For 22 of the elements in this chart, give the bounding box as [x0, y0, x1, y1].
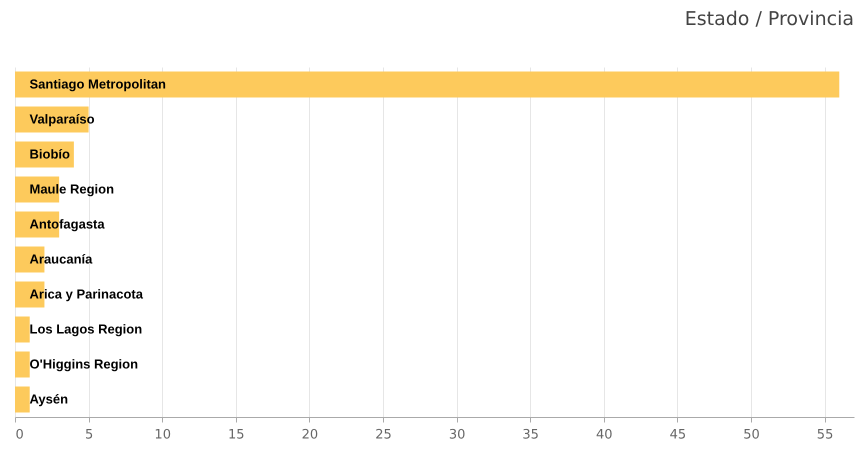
bar — [15, 352, 30, 378]
x-tick-label: 20 — [302, 428, 318, 442]
x-tick-label: 25 — [375, 428, 392, 442]
y-tick-label: O'Higgins Region — [30, 356, 138, 372]
x-tick-label: 45 — [670, 428, 686, 442]
y-tick-label: Los Lagos Region — [30, 322, 142, 336]
bar — [15, 72, 840, 98]
x-tick-label: 5 — [84, 428, 94, 442]
x-tick-label: 55 — [816, 428, 834, 442]
y-tick-label: Aysén — [30, 392, 68, 406]
bar — [15, 386, 30, 412]
x-tick-label: 35 — [522, 428, 539, 442]
x-tick-label: 15 — [228, 428, 245, 442]
x-tick-label: 10 — [154, 428, 171, 442]
x-tick-label: 0 — [16, 428, 24, 442]
x-tick-label: 40 — [596, 428, 613, 442]
y-tick-label: Biobío — [30, 146, 70, 162]
chart-title: Estado / Provincia — [684, 8, 854, 30]
x-tick-label: 30 — [448, 428, 466, 442]
y-tick-label: Santiago Metropolitan — [30, 76, 166, 92]
bar — [15, 316, 30, 342]
x-tick-label: 50 — [743, 428, 760, 442]
